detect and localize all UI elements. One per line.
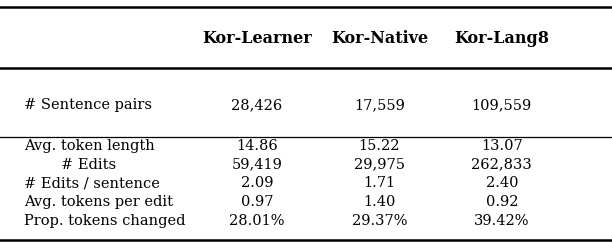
Text: # Edits / sentence: # Edits / sentence [24, 176, 160, 190]
Text: 28,426: 28,426 [231, 98, 283, 112]
Text: 0.92: 0.92 [485, 195, 518, 209]
Text: 262,833: 262,833 [471, 158, 532, 172]
Text: Kor-Learner: Kor-Learner [202, 30, 312, 47]
Text: 1.40: 1.40 [364, 195, 395, 209]
Text: 13.07: 13.07 [481, 139, 523, 153]
Text: # Sentence pairs: # Sentence pairs [24, 98, 152, 112]
Text: 28.01%: 28.01% [230, 214, 285, 227]
Text: 15.22: 15.22 [359, 139, 400, 153]
Text: Avg. tokens per edit: Avg. tokens per edit [24, 195, 173, 209]
Text: 29.37%: 29.37% [352, 214, 407, 227]
Text: Kor-Lang8: Kor-Lang8 [454, 30, 550, 47]
Text: Avg. token length: Avg. token length [24, 139, 155, 153]
Text: 59,419: 59,419 [231, 158, 283, 172]
Text: 0.97: 0.97 [241, 195, 274, 209]
Text: 109,559: 109,559 [472, 98, 532, 112]
Text: 14.86: 14.86 [236, 139, 278, 153]
Text: Kor-Native: Kor-Native [331, 30, 428, 47]
Text: 2.40: 2.40 [485, 176, 518, 190]
Text: 17,559: 17,559 [354, 98, 405, 112]
Text: # Edits: # Edits [61, 158, 116, 172]
Text: 39.42%: 39.42% [474, 214, 529, 227]
Text: 1.71: 1.71 [364, 176, 395, 190]
Text: 29,975: 29,975 [354, 158, 405, 172]
Text: Prop. tokens changed: Prop. tokens changed [24, 214, 186, 227]
Text: 2.09: 2.09 [241, 176, 274, 190]
